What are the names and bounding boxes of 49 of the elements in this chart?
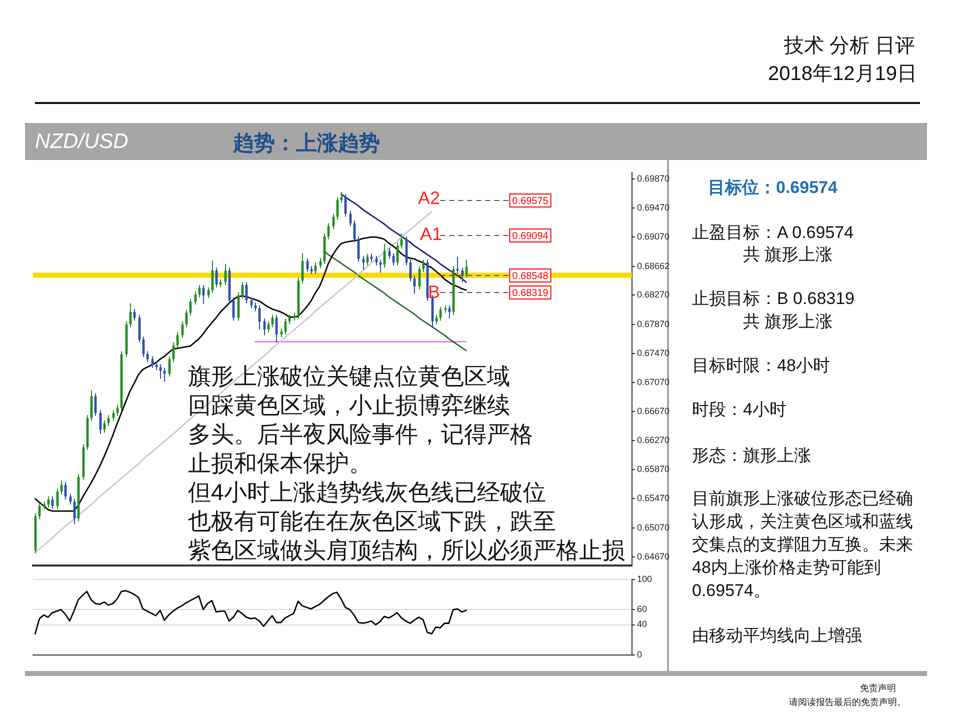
- annotation: 旗形上涨破位关键点位黄色区域: [188, 362, 510, 391]
- annotation: A1: [420, 224, 442, 244]
- y-tick-label: 0.68270: [637, 290, 670, 300]
- y-tick-label: 100: [637, 574, 652, 584]
- text: 形态：旗形上涨: [692, 445, 812, 467]
- text: 免责声明: [860, 682, 896, 695]
- text: 目标位：0.69574: [708, 177, 838, 199]
- annotation: 回踩黄色区域，小止损博弈继续: [188, 391, 510, 420]
- text: 共 旗形上涨: [743, 244, 834, 266]
- text: 止损目标：B 0.68319: [692, 288, 856, 310]
- y-tick-label: 0.66670: [637, 406, 670, 416]
- text: 请阅读报告最后的免责声明。: [789, 696, 906, 709]
- text: 目前旗形上涨破位形态已经确认形成，关注黄色区域和蓝线交集点的支撑阻力互换。未来48内上涨价格走势可能到0.69574。: [692, 488, 914, 602]
- y-tick-label: 60: [637, 604, 648, 614]
- y-tick-label: 0.69470: [637, 202, 670, 212]
- y-tick-label: 0.64670: [637, 551, 670, 562]
- annotation: 也极有可能在在灰色区域下跌，跌至: [188, 507, 556, 536]
- annotation: 紫色区域做头肩顶结构，所以必须严格止损: [188, 536, 625, 565]
- y-tick-label: 40: [637, 619, 648, 630]
- annotation: 止损和保本保护。: [188, 449, 372, 478]
- y-tick-label: 0.69070: [637, 232, 670, 242]
- y-tick-label: 0.65070: [637, 522, 670, 532]
- y-tick-label: 0.68662: [637, 261, 670, 272]
- text: 2018年12月19日: [768, 62, 917, 87]
- chart-title: NZD/USD: [35, 130, 128, 154]
- text: 共 旗形上涨: [743, 311, 834, 333]
- text: 时段：4小时: [692, 399, 788, 421]
- y-tick-label: 0.67070: [637, 376, 670, 387]
- text: 技术 分析 日评: [784, 34, 915, 59]
- y-tick-label: 0.67870: [637, 318, 670, 329]
- chart-subtitle: 趋势：上涨趋势: [233, 131, 380, 157]
- y-tick-label: 0.65470: [637, 493, 670, 504]
- text: 目标时限：48小时: [692, 355, 831, 377]
- y-tick-label: 0.69870: [637, 173, 670, 184]
- y-tick-label: 0.65870: [637, 464, 670, 474]
- ref-line-label: 0.69094: [512, 230, 549, 242]
- candlestick: [159, 364, 162, 380]
- y-tick-label: 0.67470: [637, 348, 670, 358]
- text: 由移动平均线向上增强: [692, 625, 863, 647]
- y-tick-label: 0.66270: [637, 435, 670, 446]
- y-tick-label: 0: [637, 649, 642, 660]
- annotation: B: [428, 282, 440, 302]
- annotation: A2: [418, 188, 440, 208]
- annotation: 多头。后半夜风险事件，记得严格: [188, 420, 533, 449]
- annotation: 但4小时上涨趋势线灰色线已经破位: [188, 478, 546, 507]
- ref-line-label: 0.68319: [512, 288, 549, 299]
- ref-line-label: 0.69575: [512, 196, 549, 207]
- ref-line-label: 0.68548: [512, 270, 549, 282]
- text: 止盈目标：A 0.69574: [692, 222, 855, 244]
